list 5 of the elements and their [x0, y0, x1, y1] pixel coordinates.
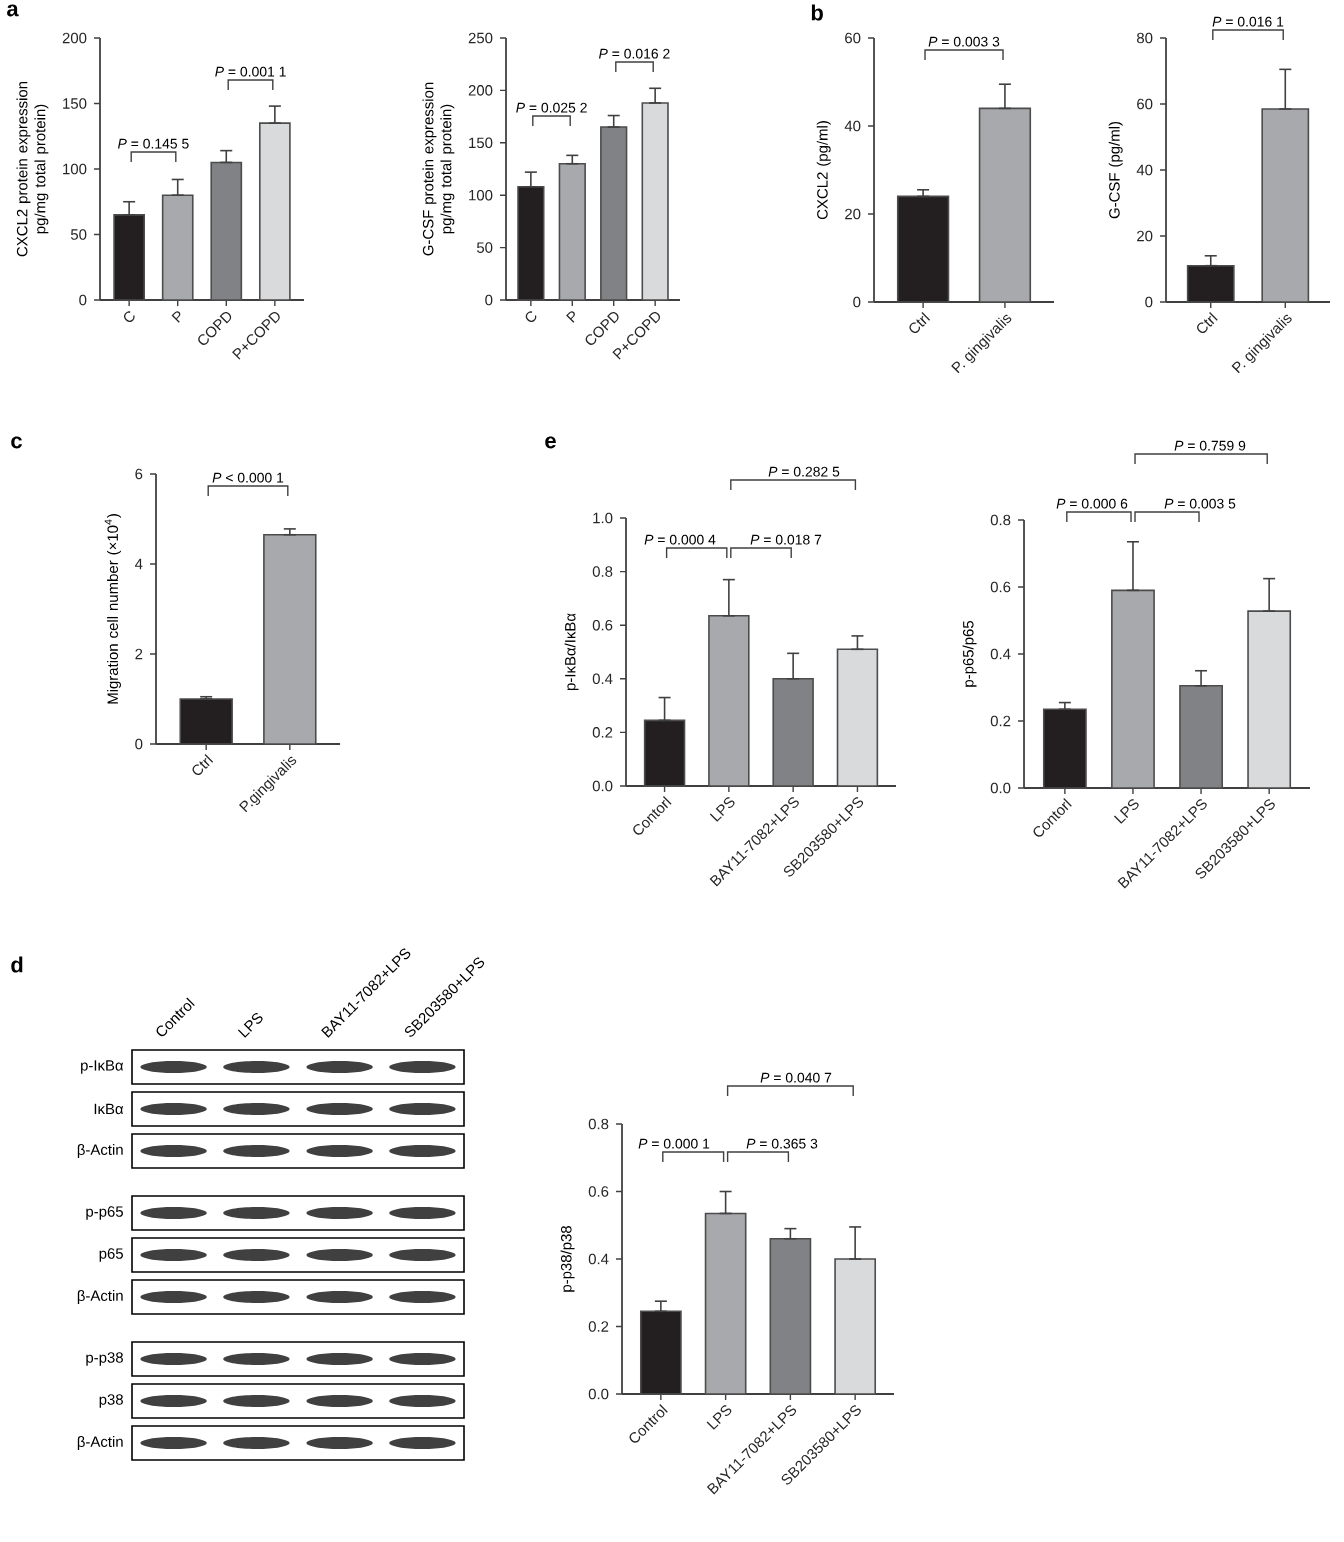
chart-title: b	[811, 4, 823, 21]
chart-title: e	[545, 436, 556, 449]
chart-title: c	[11, 436, 22, 449]
text: d	[11, 956, 23, 973]
chart-title: a	[7, 4, 19, 17]
